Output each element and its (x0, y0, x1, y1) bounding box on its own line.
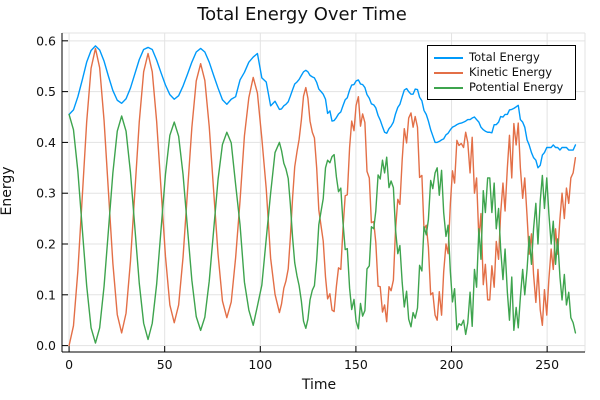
chart-title: Total Energy Over Time (197, 4, 407, 25)
series-line-potential-energy (68, 113, 577, 344)
legend-item-total-energy: Total Energy (434, 50, 569, 65)
x-tick-label: 0 (65, 357, 73, 372)
x-tick-label: 100 (248, 357, 272, 372)
legend-item-potential-energy: Potential Energy (434, 80, 569, 95)
x-tick-label: 250 (535, 357, 559, 372)
x-tick-label: 150 (344, 357, 368, 372)
y-tick-label: 0.4 (36, 135, 56, 150)
legend-item-kinetic-energy: Kinetic Energy (434, 65, 569, 80)
y-tick-label: 0.6 (36, 33, 56, 48)
legend-line-sample-total (434, 56, 463, 59)
y-tick-label: 0.5 (36, 84, 56, 99)
x-tick-label: 200 (440, 357, 464, 372)
series-line-total-energy (68, 45, 577, 169)
y-tick-label: 0.0 (36, 338, 56, 353)
y-tick-label: 0.3 (36, 186, 56, 201)
legend-line-sample-potential (434, 86, 463, 89)
y-tick-label: 0.2 (36, 237, 56, 252)
legend-line-sample-kinetic (434, 71, 463, 74)
y-tick-label: 0.1 (36, 287, 56, 302)
series-line-kinetic-energy (68, 47, 577, 347)
x-tick-label: 50 (157, 357, 173, 372)
legend-label-total: Total Energy (469, 50, 540, 64)
x-axis-label: Time (301, 377, 337, 393)
legend-label-kinetic: Kinetic Energy (469, 65, 553, 79)
legend-label-potential: Potential Energy (469, 80, 564, 94)
legend: Total Energy Kinetic Energy Potential En… (427, 45, 576, 100)
y-axis-label: Energy (0, 166, 15, 216)
